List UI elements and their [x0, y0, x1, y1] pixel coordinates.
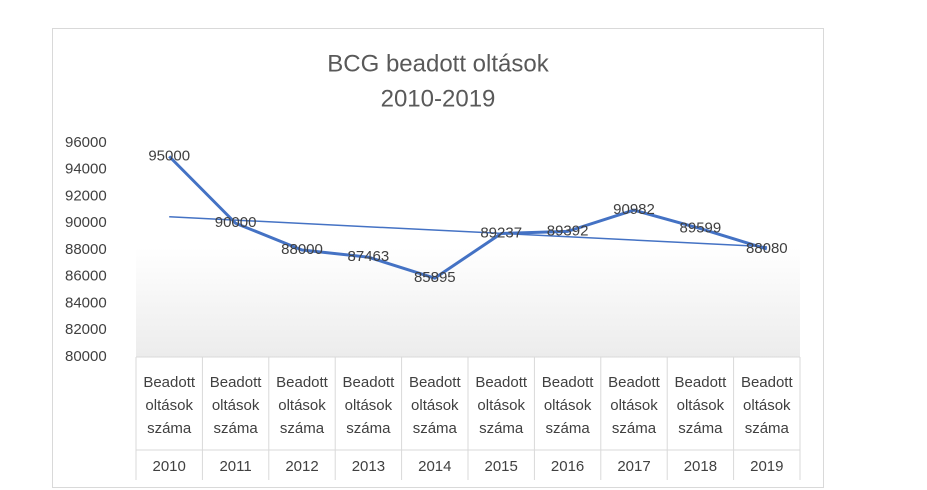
- data-label: 85895: [414, 269, 456, 286]
- y-tick-label: 88000: [65, 241, 107, 258]
- category-group-label: Beadott oltások száma: [475, 374, 528, 437]
- y-tick-label: 86000: [65, 268, 107, 285]
- x-tick-label: 2015: [485, 458, 518, 475]
- category-group-label: Beadott oltások száma: [209, 374, 262, 437]
- chart-title: BCG beadott oltások: [327, 50, 549, 77]
- y-tick-label: 84000: [65, 294, 107, 311]
- data-label: 88000: [281, 241, 323, 258]
- x-tick-label: 2013: [352, 458, 385, 475]
- category-group-label: Beadott oltások száma: [342, 374, 395, 437]
- x-tick-label: 2014: [418, 458, 451, 475]
- x-tick-label: 2010: [153, 458, 186, 475]
- category-group-label: Beadott oltások száma: [408, 374, 461, 437]
- y-tick-label: 94000: [65, 161, 107, 178]
- x-tick-label: 2016: [551, 458, 584, 475]
- data-label: 90982: [613, 201, 655, 218]
- data-label: 87463: [348, 248, 390, 265]
- category-group-label: Beadott oltások száma: [541, 374, 594, 437]
- chart-title: 2010-2019: [381, 85, 496, 112]
- y-tick-label: 80000: [65, 348, 107, 365]
- x-tick-label: 2011: [219, 458, 251, 475]
- data-label: 95000: [148, 147, 190, 164]
- data-label: 90000: [215, 214, 257, 231]
- category-group-label: Beadott oltások száma: [276, 374, 328, 437]
- x-tick-label: 2018: [684, 458, 717, 475]
- x-tick-label: 2017: [617, 458, 650, 475]
- y-tick-label: 96000: [65, 134, 107, 151]
- trendline: [169, 216, 767, 248]
- x-tick-label: 2019: [750, 458, 783, 475]
- category-group-label: Beadott oltások száma: [740, 374, 793, 437]
- data-label: 89392: [547, 222, 589, 239]
- category-group-label: Beadott oltások száma: [674, 374, 727, 437]
- x-tick-label: 2012: [285, 458, 318, 475]
- data-label: 89599: [680, 220, 722, 237]
- y-tick-label: 82000: [65, 321, 107, 338]
- y-tick-label: 90000: [65, 214, 107, 231]
- y-tick-label: 92000: [65, 187, 107, 204]
- category-group-label: Beadott oltások száma: [608, 374, 660, 437]
- data-label: 88080: [746, 240, 788, 257]
- category-group-label: Beadott oltások száma: [143, 374, 196, 437]
- data-label: 89237: [480, 224, 522, 241]
- data-line: [168, 155, 768, 280]
